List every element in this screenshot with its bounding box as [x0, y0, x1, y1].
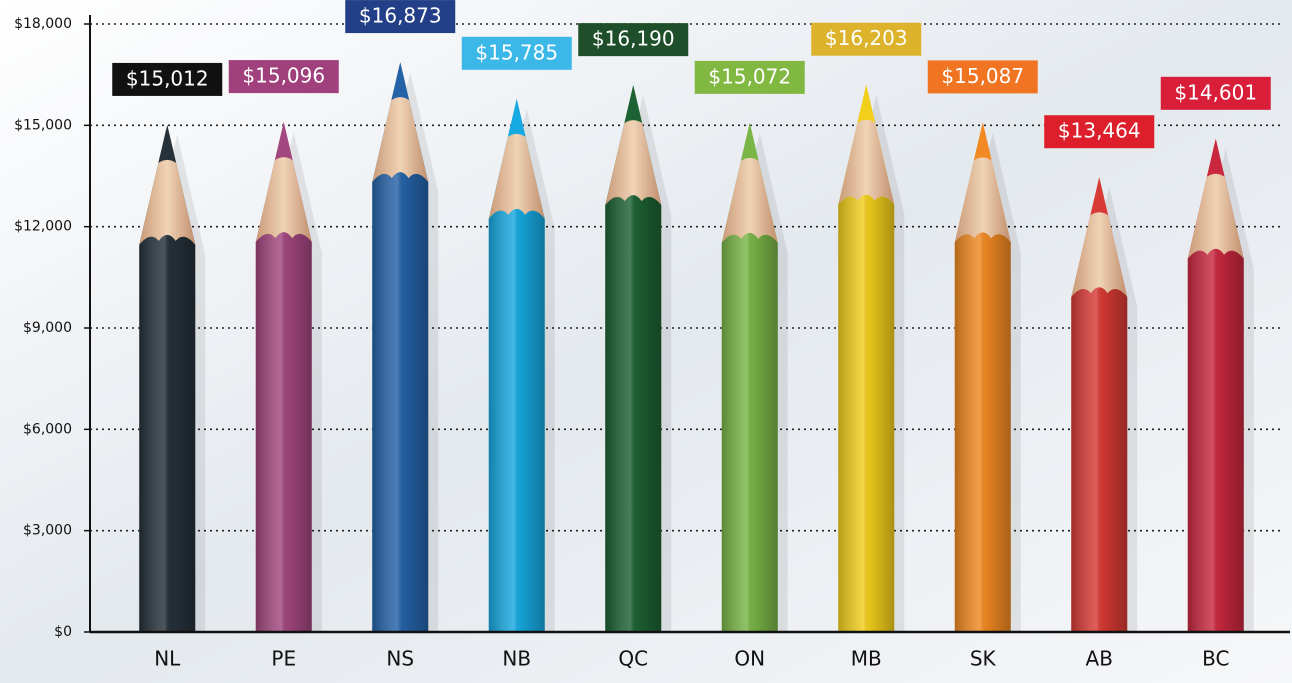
x-tick-label: BC [1202, 647, 1229, 671]
value-label: $16,873 [359, 4, 442, 28]
value-label: $13,464 [1058, 119, 1141, 143]
x-tick-label: ON [734, 647, 765, 671]
value-label: $15,785 [475, 40, 558, 64]
x-tick-label: PE [271, 647, 296, 671]
y-tick-label: $9,000 [23, 320, 72, 336]
pencil-shine [139, 235, 195, 632]
value-label: $15,096 [242, 64, 325, 88]
x-tick-label: NB [502, 647, 531, 671]
pencil-shine [1188, 249, 1244, 632]
x-tick-label: QC [618, 647, 648, 671]
y-tick-label: $12,000 [14, 219, 72, 235]
page: $0 $3,000 $6,000 $9,000 $12,000 $15,000 $18,00… [0, 0, 1292, 683]
value-label: $16,190 [592, 27, 675, 51]
chart: $0 $3,000 $6,000 $9,000 $12,000 $15,000 $18,00… [0, 0, 1292, 683]
pencil-shine [955, 232, 1011, 632]
y-tick-label: $15,000 [14, 117, 72, 133]
pencil-shine [605, 195, 661, 632]
pencil-shine [722, 233, 778, 632]
value-label: $15,012 [126, 66, 209, 90]
y-tick-label: $6,000 [23, 421, 72, 437]
y-tick-label: $0 [54, 624, 72, 640]
value-label: $14,601 [1174, 80, 1257, 104]
y-tick-label: $18,000 [14, 16, 72, 32]
value-label: $15,087 [941, 64, 1024, 88]
pencil-shine [1071, 287, 1127, 632]
value-label: $15,072 [708, 64, 791, 88]
pencil-shine [489, 209, 545, 632]
x-tick-label: NS [386, 647, 414, 671]
value-label: $16,203 [825, 26, 908, 50]
y-tick-label: $3,000 [23, 523, 72, 539]
pencil-shine [256, 232, 312, 632]
x-tick-label: MB [851, 647, 882, 671]
x-tick-label: NL [154, 647, 181, 671]
pencil-shine [838, 195, 894, 632]
x-tick-label: SK [970, 647, 997, 671]
pencil-shine [372, 172, 428, 632]
x-tick-label: AB [1086, 647, 1113, 671]
